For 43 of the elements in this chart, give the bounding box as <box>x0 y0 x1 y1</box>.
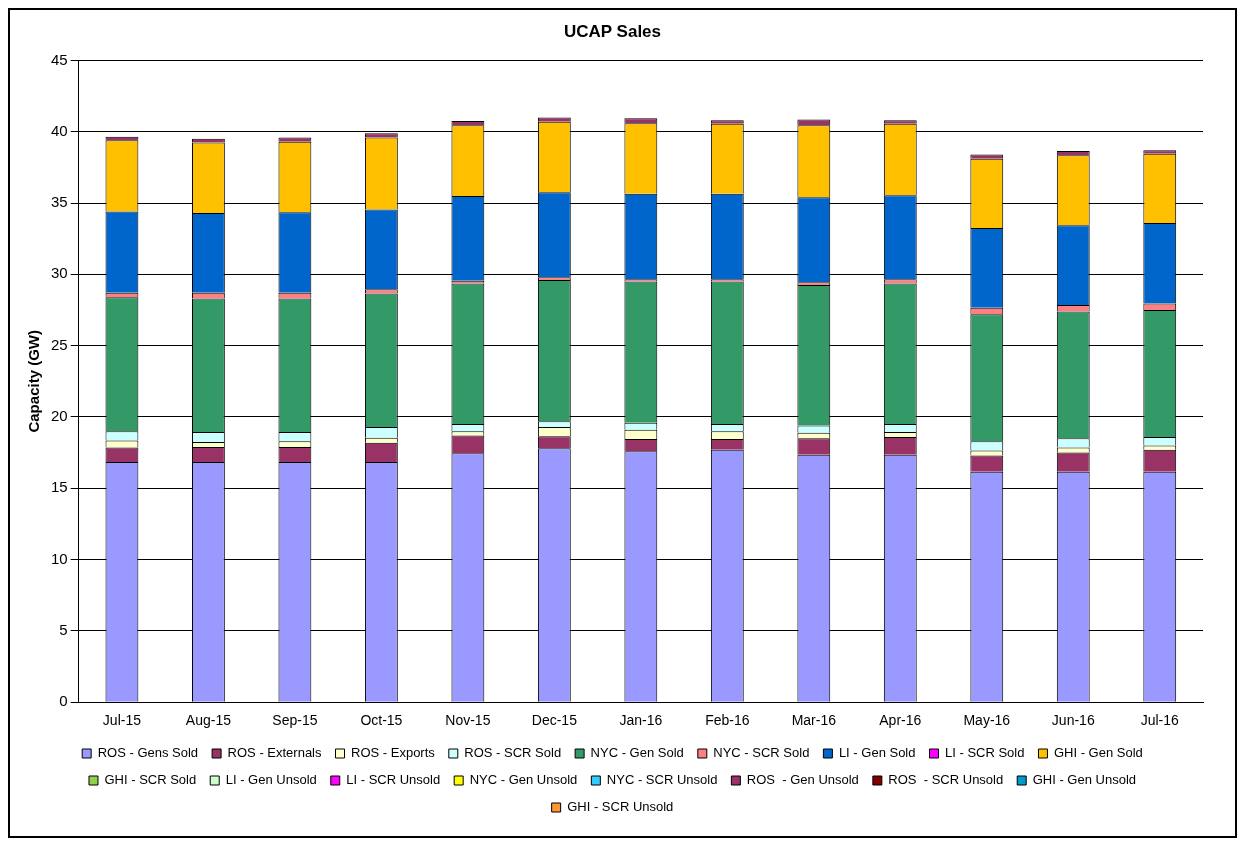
legend-label: ROS - Gens Sold <box>97 745 199 761</box>
legend-label: ROS - Exports <box>351 745 436 761</box>
y-tick-label: 20 <box>51 407 68 425</box>
y-axis-title: Capacity (GW) <box>25 330 43 433</box>
legend-label: ROS - SCR Sold <box>464 745 562 761</box>
legend-label: NYC - Gen Unsold <box>469 772 578 788</box>
y-tick-label: 45 <box>51 50 68 68</box>
legend-label: NYC - SCR Unsold <box>606 772 718 788</box>
legend-label: GHI - Gen Unsold <box>1032 772 1137 788</box>
x-tick-label: May-16 <box>963 712 1011 729</box>
legend-label: NYC - Gen Sold <box>590 745 684 761</box>
x-tick-label: Aug-15 <box>185 712 232 729</box>
legend-label: NYC - SCR Sold <box>713 745 810 761</box>
y-tick-label: 25 <box>51 335 68 353</box>
y-tick-label: 10 <box>51 549 68 567</box>
legend-label: ROS - Externals <box>227 745 323 761</box>
legend-label: LI - SCR Unsold <box>346 772 441 788</box>
x-tick-label: Jul-15 <box>102 712 142 729</box>
chart-title: UCAP Sales <box>563 21 662 41</box>
legend-label: GHI - SCR Sold <box>104 772 197 788</box>
x-tick-label: Mar-16 <box>791 712 837 729</box>
legend-label: LI - SCR Sold <box>944 745 1025 761</box>
x-tick-label: Sep-15 <box>272 712 318 729</box>
x-tick-label: Dec-15 <box>531 712 578 729</box>
x-tick-label: Feb-16 <box>705 712 750 729</box>
y-tick-label: 15 <box>51 478 68 496</box>
legend-label: ROS - SCR Unsold <box>888 772 1004 788</box>
x-tick-label: Apr-16 <box>879 712 922 729</box>
legend-label: GHI - SCR Unsold <box>567 799 674 815</box>
legend-label: ROS - Gen Unsold <box>746 772 859 788</box>
y-tick-label: 30 <box>51 264 68 282</box>
y-tick-label: 0 <box>59 692 68 710</box>
x-tick-label: Nov-15 <box>445 712 491 729</box>
y-tick-label: 40 <box>51 121 68 139</box>
x-tick-label: Jan-16 <box>619 712 663 729</box>
legend-label: GHI - Gen Sold <box>1053 745 1143 761</box>
y-tick-label: 35 <box>51 193 68 211</box>
legend-label: LI - Gen Unsold <box>225 772 317 788</box>
x-tick-label: Jul-16 <box>1140 712 1180 729</box>
x-tick-label: Jun-16 <box>1051 712 1095 729</box>
legend-label: LI - Gen Sold <box>838 745 916 761</box>
y-tick-label: 5 <box>59 621 68 639</box>
x-tick-label: Oct-15 <box>360 712 403 729</box>
